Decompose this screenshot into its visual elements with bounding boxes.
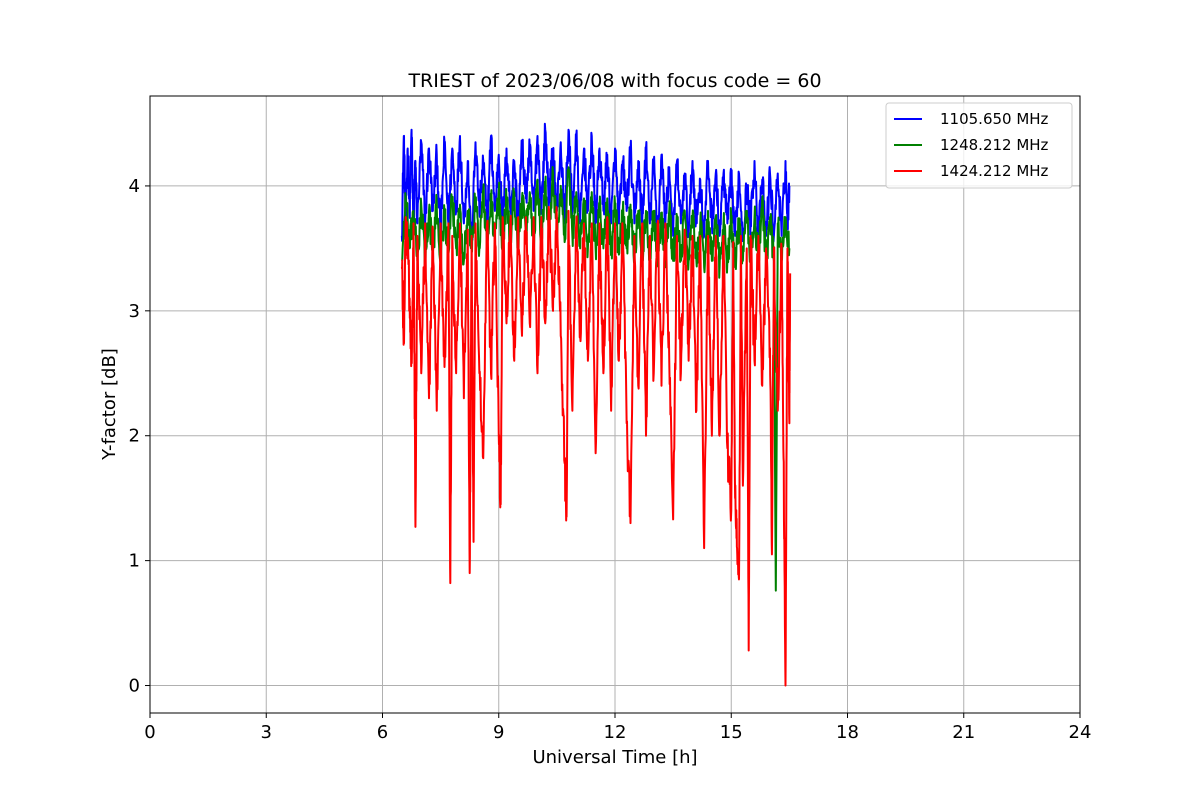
y-tick-label: 2 <box>129 426 140 447</box>
y-axis-label: Y-factor [dB] <box>99 348 120 461</box>
x-tick-label: 24 <box>1069 722 1092 743</box>
series-line-2 <box>401 165 791 592</box>
series-line-1 <box>400 122 791 250</box>
x-tick-label: 21 <box>952 722 975 743</box>
x-axis-label: Universal Time [h] <box>532 747 697 768</box>
y-tick-label: 3 <box>129 301 140 322</box>
legend-label-3: 1424.212 MHz <box>940 162 1049 180</box>
legend-label-1: 1105.650 MHz <box>940 110 1049 128</box>
legend-box <box>885 102 1073 189</box>
legend: 1105.650 MHz 1248.212 MHz 1424.212 MHz <box>885 102 1073 189</box>
x-tick-label: 12 <box>604 722 627 743</box>
series-layer <box>400 122 792 687</box>
y-tick-label: 0 <box>129 676 140 697</box>
series-line-3 <box>400 205 792 687</box>
x-tick-label: 18 <box>836 722 859 743</box>
x-tick-label: 6 <box>377 722 388 743</box>
y-tick-label: 1 <box>129 551 140 572</box>
x-tick-label: 0 <box>144 722 155 743</box>
chart-title: TRIEST of 2023/06/08 with focus code = 6… <box>407 70 821 92</box>
y-tick-label: 4 <box>129 176 140 197</box>
x-tick-label: 9 <box>493 722 504 743</box>
legend-label-2: 1248.212 MHz <box>940 136 1049 154</box>
x-tick-label: 3 <box>261 722 272 743</box>
x-tick-label: 15 <box>720 722 743 743</box>
